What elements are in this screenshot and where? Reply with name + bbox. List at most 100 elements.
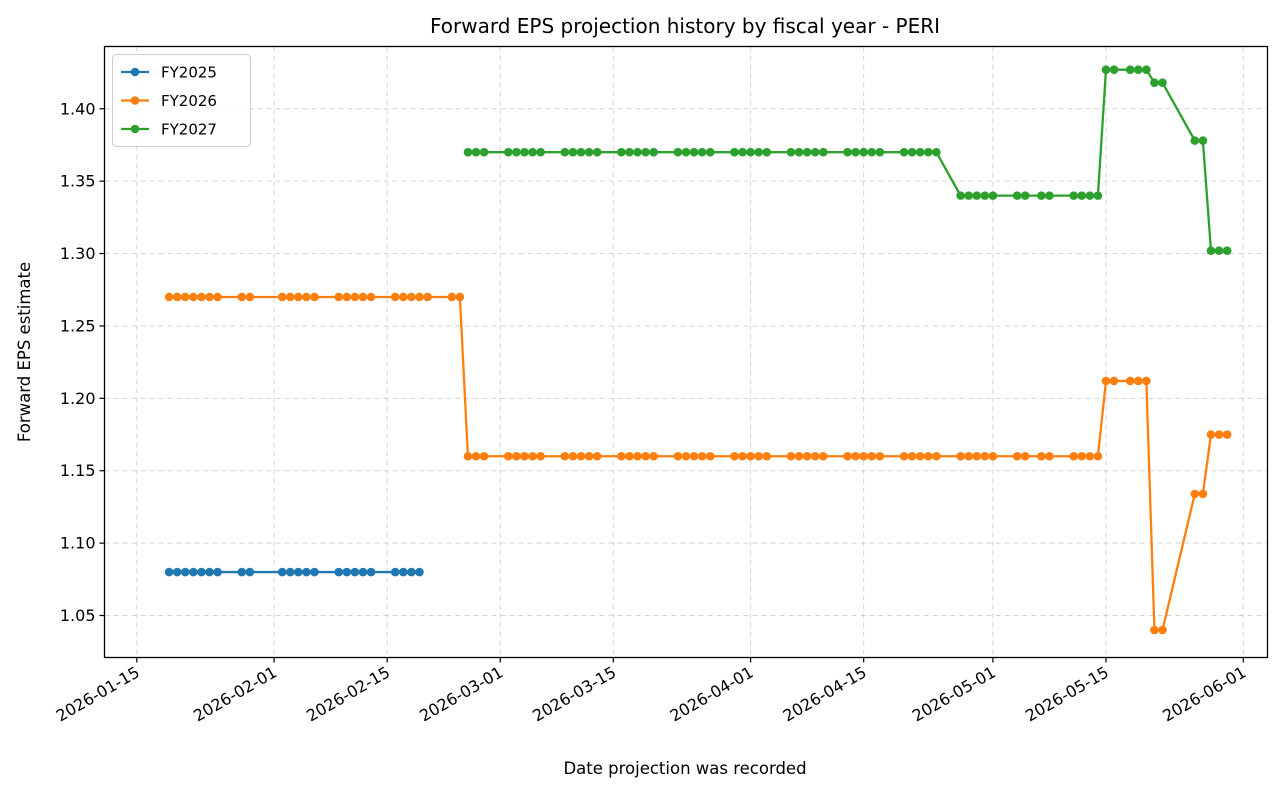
data-point-fy2026 <box>277 292 287 302</box>
data-point-fy2027 <box>584 147 594 157</box>
data-point-fy2025 <box>366 567 376 577</box>
y-tick-label: 1.10 <box>60 534 96 553</box>
data-point-fy2027 <box>730 147 739 157</box>
data-point-fy2027 <box>1133 65 1143 74</box>
data-point-fy2026 <box>366 292 376 302</box>
data-point-fy2026 <box>915 451 925 461</box>
y-tick-label: 1.35 <box>60 172 96 191</box>
legend-label: FY2027 <box>161 121 217 139</box>
data-point-fy2026 <box>1150 625 1159 635</box>
chart-title: Forward EPS projection history by fiscal… <box>430 14 940 38</box>
data-point-fy2026 <box>302 292 311 302</box>
data-point-fy2027 <box>867 147 877 157</box>
data-point-fy2027 <box>1190 136 1200 145</box>
data-point-fy2027 <box>964 191 973 200</box>
data-point-fy2027 <box>1214 246 1224 255</box>
data-point-fy2026 <box>1190 489 1200 499</box>
data-point-fy2027 <box>923 147 933 157</box>
data-point-fy2025 <box>213 567 222 577</box>
data-point-fy2026 <box>649 451 658 461</box>
data-point-fy2026 <box>625 451 634 461</box>
data-point-fy2025 <box>310 567 319 577</box>
data-point-fy2026 <box>1222 430 1232 439</box>
data-point-fy2027 <box>1020 191 1030 200</box>
data-point-fy2027 <box>819 147 828 157</box>
y-tick-label: 1.15 <box>60 461 96 480</box>
legend-item: FY2026 <box>121 92 217 110</box>
data-point-fy2027 <box>1069 191 1078 200</box>
data-point-fy2026 <box>980 451 990 461</box>
data-point-fy2027 <box>471 147 481 157</box>
data-point-fy2027 <box>463 147 473 157</box>
data-point-fy2027 <box>689 147 699 157</box>
legend-swatch-marker <box>130 124 140 134</box>
data-point-fy2027 <box>560 147 570 157</box>
data-point-fy2027 <box>649 147 658 157</box>
y-tick-label: 1.40 <box>60 99 96 118</box>
data-point-fy2025 <box>237 567 247 577</box>
data-point-fy2026 <box>899 451 909 461</box>
y-tick-label: 1.20 <box>60 389 96 408</box>
data-point-fy2026 <box>1085 451 1095 461</box>
data-point-fy2026 <box>447 292 457 302</box>
data-point-fy2026 <box>520 451 529 461</box>
data-point-fy2027 <box>617 147 626 157</box>
data-point-fy2026 <box>738 451 747 461</box>
data-point-fy2026 <box>1101 376 1111 386</box>
data-point-fy2026 <box>504 451 513 461</box>
data-point-fy2026 <box>956 451 965 461</box>
data-point-fy2026 <box>851 451 860 461</box>
legend: FY2025 FY2026 FY2027 <box>112 54 251 147</box>
data-point-fy2026 <box>584 451 594 461</box>
data-point-fy2026 <box>1109 376 1119 386</box>
data-point-fy2026 <box>794 451 804 461</box>
data-point-fy2026 <box>310 292 319 302</box>
data-point-fy2025 <box>285 567 295 577</box>
data-point-fy2027 <box>479 147 489 157</box>
data-point-fy2026 <box>592 451 602 461</box>
data-point-fy2026 <box>932 451 941 461</box>
data-point-fy2027 <box>972 191 982 200</box>
data-point-fy2027 <box>915 147 925 157</box>
data-point-fy2026 <box>334 292 344 302</box>
data-point-fy2026 <box>1158 625 1167 635</box>
y-axis: 1.05 1.10 1.15 1.20 1.25 1.30 1.35 1.40 <box>60 99 105 625</box>
data-point-fy2026 <box>512 451 521 461</box>
legend-item: FY2025 <box>121 64 217 82</box>
data-point-fy2026 <box>172 292 182 302</box>
legend-label: FY2025 <box>161 64 217 82</box>
data-point-fy2026 <box>213 292 222 302</box>
data-point-fy2027 <box>1158 78 1167 87</box>
data-point-fy2026 <box>762 451 772 461</box>
series-fy2026 <box>164 292 1232 635</box>
data-point-fy2026 <box>463 451 473 461</box>
data-point-fy2026 <box>342 292 352 302</box>
data-point-fy2027 <box>512 147 521 157</box>
data-point-fy2026 <box>350 292 360 302</box>
data-point-fy2026 <box>697 451 707 461</box>
data-point-fy2026 <box>399 292 408 302</box>
data-point-fy2027 <box>843 147 852 157</box>
data-point-fy2026 <box>810 451 820 461</box>
data-point-fy2026 <box>205 292 214 302</box>
data-point-fy2026 <box>633 451 642 461</box>
plot-frame <box>103 45 1269 659</box>
data-point-fy2027 <box>1077 191 1087 200</box>
y-tick-label: 1.05 <box>60 606 96 625</box>
data-point-fy2025 <box>302 567 311 577</box>
data-point-fy2027 <box>762 147 772 157</box>
legend-label: FY2026 <box>161 92 217 110</box>
data-point-fy2027 <box>1150 78 1159 87</box>
data-point-fy2025 <box>180 567 190 577</box>
data-point-fy2026 <box>1045 451 1054 461</box>
data-point-fy2027 <box>1222 246 1232 255</box>
data-point-fy2027 <box>786 147 796 157</box>
data-point-fy2025 <box>407 567 416 577</box>
data-point-fy2026 <box>164 292 174 302</box>
data-point-fy2026 <box>390 292 400 302</box>
data-point-fy2026 <box>1069 451 1078 461</box>
data-point-fy2026 <box>907 451 917 461</box>
data-point-fy2027 <box>738 147 747 157</box>
data-point-fy2027 <box>681 147 691 157</box>
